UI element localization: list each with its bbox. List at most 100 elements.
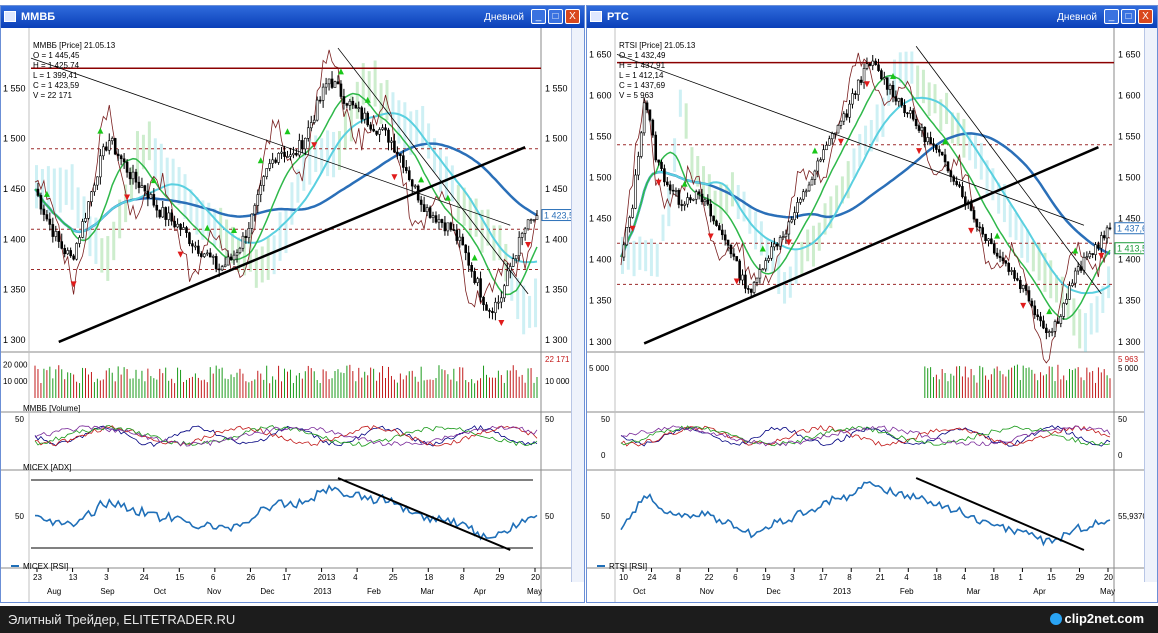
cloud-segment <box>320 138 324 174</box>
date-tick-label: 24 <box>648 573 657 582</box>
buy-signal-marker <box>418 176 425 183</box>
candle-body <box>72 255 75 260</box>
candle-body <box>686 197 689 205</box>
scrollbar[interactable] <box>571 28 584 582</box>
candle-body <box>868 63 872 66</box>
titlebar[interactable]: ММВБ Дневной _ □ X <box>1 6 584 28</box>
sell-signal-marker <box>707 233 714 240</box>
candle-body <box>191 243 194 247</box>
cloud-segment <box>800 241 804 276</box>
candle-body <box>36 188 40 196</box>
cloud-segment <box>783 272 787 304</box>
rsi-trendline <box>337 477 511 551</box>
candle-body <box>657 159 660 163</box>
candle-body <box>706 199 710 205</box>
candle-body <box>223 264 227 267</box>
buy-signal-marker <box>889 73 896 80</box>
candle-body <box>48 218 52 225</box>
cloud-segment <box>1049 260 1053 299</box>
cloud-segment <box>707 174 711 209</box>
candle-body <box>369 124 372 130</box>
cloud-segment <box>1083 313 1087 352</box>
close-button[interactable]: X <box>565 9 580 24</box>
candle-body <box>407 170 411 181</box>
month-tick-label: 2013 <box>833 587 851 596</box>
price-axis-label-right: 1 550 <box>1118 132 1141 142</box>
cloud-segment <box>713 190 717 225</box>
cloud-segment <box>1101 286 1105 313</box>
candle-body <box>775 243 779 247</box>
candle-body <box>816 160 820 172</box>
candle-body <box>1016 278 1019 281</box>
candle-body <box>1004 260 1008 264</box>
candle-body <box>1042 320 1045 329</box>
month-tick-label: Dec <box>766 587 780 596</box>
trendline-resistance <box>30 57 511 226</box>
cloud-segment <box>869 120 873 152</box>
candle-body <box>663 168 666 183</box>
sell-signal-marker <box>837 138 844 145</box>
period-label[interactable]: Дневной <box>484 12 524 23</box>
date-tick-label: 17 <box>282 573 291 582</box>
chart-area[interactable]: 1 550 1 500 1 450 1 400 1 350 1 300 1 550 1 500… <box>1 28 585 603</box>
candle-body <box>318 99 322 102</box>
date-tick-label: 26 <box>246 573 255 582</box>
cloud-segment <box>195 196 199 235</box>
chart-window-icon <box>590 11 602 22</box>
maximize-button[interactable]: □ <box>1121 9 1136 24</box>
cloud-segment <box>777 254 781 294</box>
cloud-segment <box>207 202 211 237</box>
candle-body <box>491 311 494 314</box>
candle-body <box>1088 253 1092 258</box>
candle-body <box>405 167 408 171</box>
candle-body <box>497 301 500 304</box>
cloud-segment <box>183 174 187 220</box>
candle-body <box>211 256 215 258</box>
sell-signal-marker <box>629 225 636 232</box>
cloud-segment <box>748 204 752 234</box>
month-tick-label: Apr <box>474 587 487 596</box>
cloud-segment <box>1014 212 1018 241</box>
candle-body <box>694 191 698 200</box>
month-tick-label: Sep <box>100 587 115 596</box>
month-tick-label: Feb <box>367 587 381 596</box>
buy-signal-marker <box>337 68 344 75</box>
minimize-button[interactable]: _ <box>1104 9 1119 24</box>
close-button[interactable]: X <box>1138 9 1153 24</box>
minimize-button[interactable]: _ <box>531 9 546 24</box>
cloud-segment <box>950 112 954 144</box>
candle-body <box>324 83 328 88</box>
candle-body <box>778 237 782 247</box>
adx-axis-label: 0 <box>601 451 606 460</box>
candle-body <box>697 191 701 195</box>
candle-body <box>443 222 447 232</box>
candle-body <box>494 301 497 314</box>
cloud-segment <box>159 143 163 187</box>
cloud-segment <box>141 134 145 170</box>
candle-body <box>1039 316 1042 322</box>
cloud-segment <box>754 211 758 250</box>
period-label[interactable]: Дневной <box>1057 12 1097 23</box>
candle-body <box>137 181 141 188</box>
candle-body <box>998 255 1002 259</box>
candle-body <box>235 252 239 256</box>
cloud-segment <box>266 237 270 280</box>
candle-body <box>167 212 170 220</box>
date-tick-label: 29 <box>495 573 504 582</box>
candle-body <box>987 238 990 241</box>
candle-body <box>645 102 649 111</box>
candle-body <box>122 158 126 163</box>
scrollbar[interactable] <box>1144 28 1157 582</box>
maximize-button[interactable]: □ <box>548 9 563 24</box>
cloud-segment <box>534 278 538 328</box>
buy-signal-marker <box>150 177 157 184</box>
cloud-segment <box>840 176 844 204</box>
candle-body <box>81 221 84 238</box>
adx-axis-label-right: 0 <box>1118 451 1123 460</box>
titlebar[interactable]: РТС Дневной _ □ X <box>587 6 1157 28</box>
candle-body <box>787 221 791 235</box>
candle-body <box>767 257 770 261</box>
candle-body <box>1001 257 1005 262</box>
cloud-segment <box>881 97 885 137</box>
